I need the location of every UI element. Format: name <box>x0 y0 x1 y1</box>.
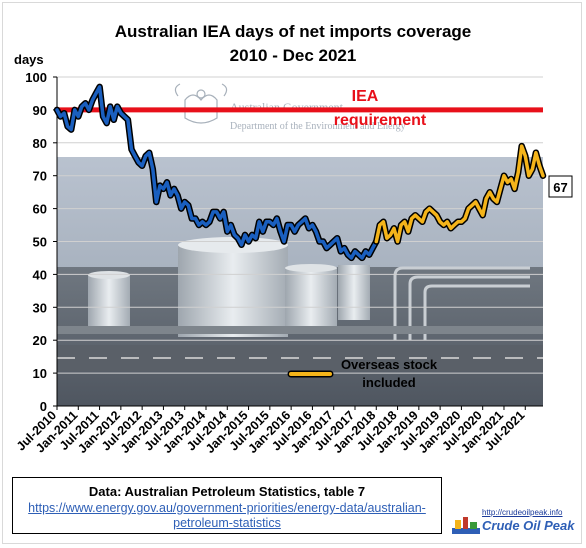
y-tick-label: 20 <box>33 333 47 348</box>
y-tick-label: 30 <box>33 300 47 315</box>
end-value-label: 67 <box>548 175 573 198</box>
y-tick-label: 100 <box>25 70 47 85</box>
data-source-link[interactable]: https://www.energy.gov.au/government-pri… <box>28 501 426 530</box>
y-axis-label: days <box>14 52 44 67</box>
y-tick-label: 0 <box>40 399 47 414</box>
chart-title: Australian IEA days of net imports cover… <box>114 22 472 41</box>
y-tick-labels: 0 10 20 30 40 50 60 70 80 90 100 <box>25 70 57 414</box>
photo-tank-right <box>285 268 337 334</box>
series-lines <box>53 83 547 262</box>
y-tick-label: 80 <box>33 136 47 151</box>
series-2-line <box>374 144 545 244</box>
photo-tank-big-top <box>178 237 288 253</box>
data-source-label: Data: Australian Petroleum Statistics, t… <box>88 484 366 499</box>
watermark-line2: Department of the Environment and Energy <box>230 121 406 132</box>
series-1-line <box>55 85 379 260</box>
y-tick-label: 90 <box>33 103 47 118</box>
y-tick-label: 50 <box>33 235 47 250</box>
y-tick-label: 10 <box>33 366 47 381</box>
chart-subtitle: 2010 - Dec 2021 <box>229 46 357 65</box>
photo-tank-back <box>338 265 370 320</box>
logo-name: Crude Oil Peak <box>482 518 575 533</box>
y-tick-label: 70 <box>33 169 47 184</box>
photo-tank-right-top <box>285 264 337 272</box>
coat-of-arms-icon <box>174 83 228 124</box>
oil-rig-icon <box>452 517 480 534</box>
x-tick-labels: Jul-2010Jan-2011Jul-2011Jan-2012Jul-2012… <box>14 406 527 456</box>
photo-tank-left <box>88 275 130 333</box>
iea-label-line2: requirement <box>334 112 427 129</box>
legend-text-line2: included <box>362 375 416 390</box>
end-value-text: 67 <box>553 180 567 195</box>
data-source-box: Data: Australian Petroleum Statistics, t… <box>12 477 442 534</box>
legend-text-line1: Overseas stock <box>341 357 438 372</box>
chart-frame <box>2 2 582 544</box>
crude-oil-peak-logo[interactable]: http://crudeoilpeak.info Crude Oil Peak <box>452 508 575 536</box>
iea-label-line1: IEA <box>352 88 379 105</box>
photo-pipes <box>393 266 530 340</box>
y-tick-label: 60 <box>33 202 47 217</box>
photo-tank-left-top <box>88 271 130 279</box>
photo-fence <box>57 326 543 334</box>
overseas-stock-legend: Overseas stock included <box>287 357 438 390</box>
logo-url[interactable]: http://crudeoilpeak.info <box>482 508 563 517</box>
photo-tank-big <box>178 245 288 337</box>
y-tick-label: 40 <box>33 267 47 282</box>
